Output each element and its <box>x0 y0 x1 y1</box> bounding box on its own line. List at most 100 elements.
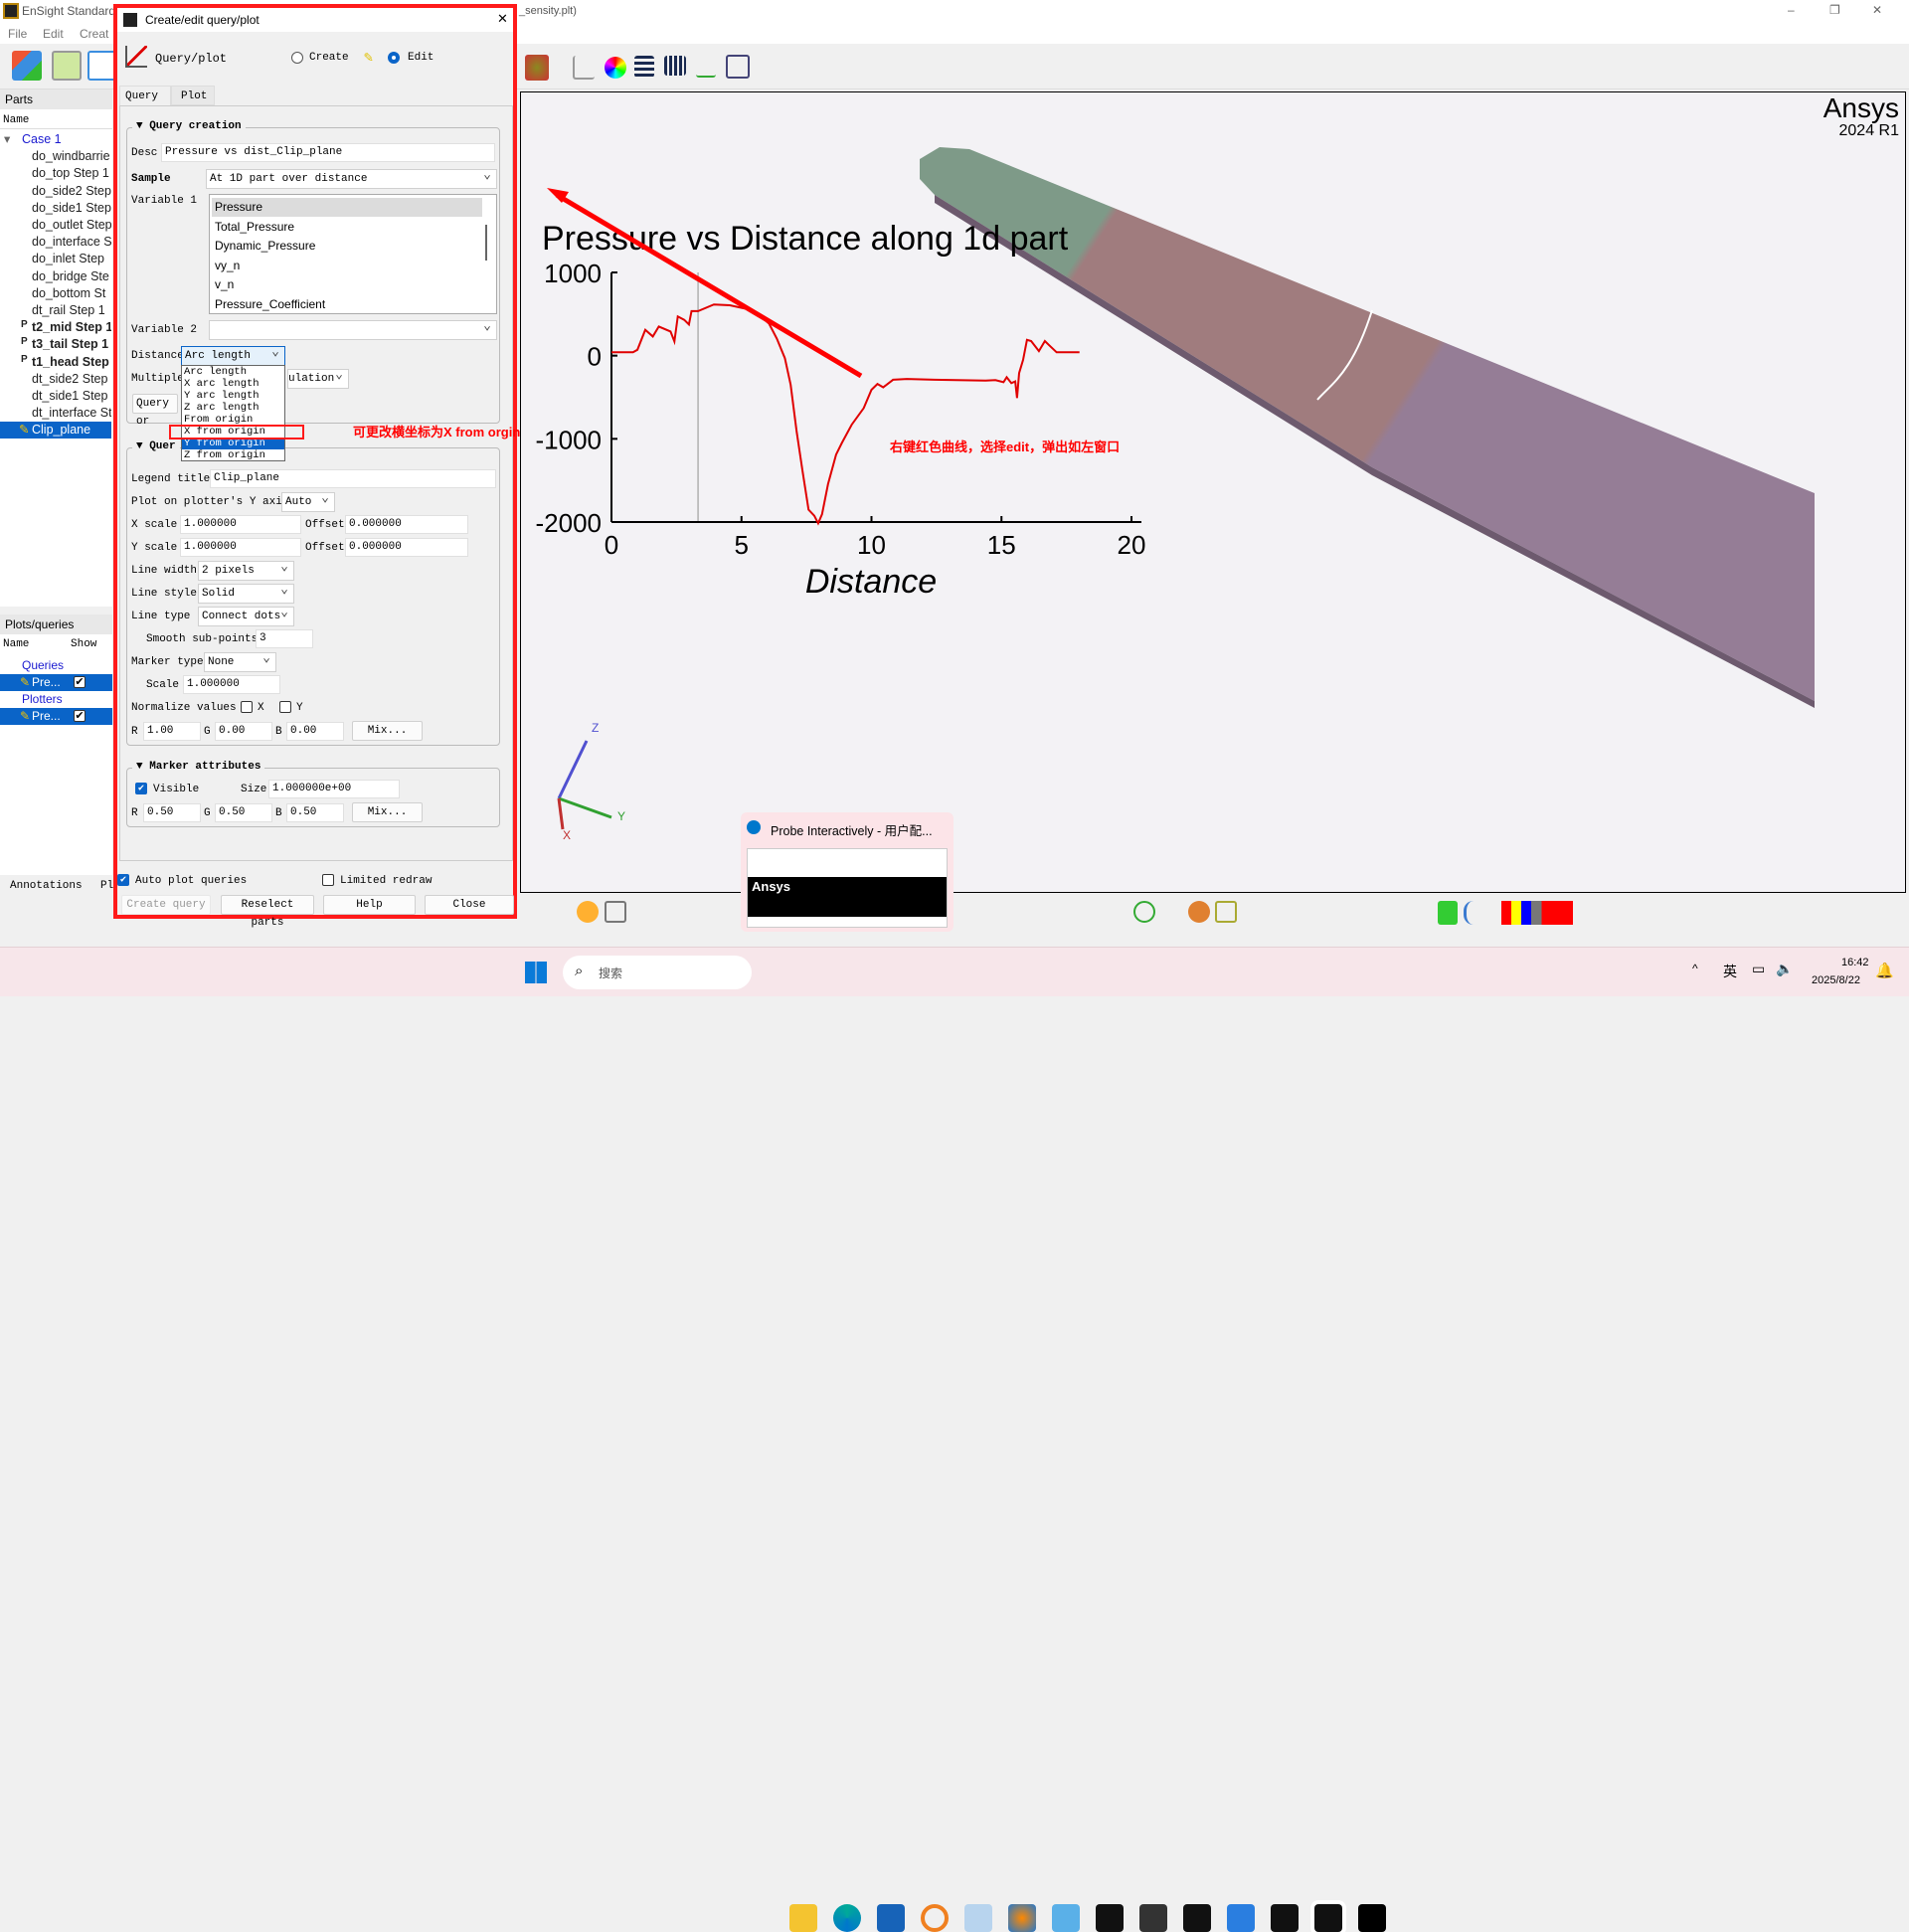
undo-icon[interactable] <box>1464 901 1483 925</box>
taskbar-thumbnail[interactable]: Probe Interactively - 用户配... Ansys <box>741 812 954 932</box>
legend-title-input[interactable]: Clip_plane <box>210 469 496 488</box>
ime-indicator[interactable]: 英 <box>1723 964 1737 979</box>
query-show-checkbox[interactable]: ✔ <box>74 676 86 688</box>
pst-icon[interactable] <box>1183 1904 1211 1932</box>
notepad-icon[interactable] <box>1052 1904 1080 1932</box>
close-window-button[interactable]: ✕ <box>1872 3 1883 17</box>
distance-select[interactable]: Arc length <box>181 346 285 366</box>
close-button[interactable]: Close <box>425 895 514 915</box>
line-chart-icon[interactable] <box>696 56 716 78</box>
marker-b-input[interactable]: 0.50 <box>286 803 344 822</box>
tree-plotters[interactable]: Plotters <box>22 692 63 706</box>
line-type-select[interactable]: Connect dots <box>198 607 294 626</box>
terminal-icon[interactable] <box>1139 1904 1167 1932</box>
tree-item[interactable]: dt_interface St <box>0 405 111 422</box>
search-box[interactable]: ⌕ 搜索 <box>563 956 752 989</box>
distance-option[interactable]: Y arc length <box>184 390 260 402</box>
limited-redraw-checkbox[interactable] <box>322 874 334 886</box>
expand-arrow-icon[interactable]: ▾ <box>4 132 11 146</box>
normalize-y-checkbox[interactable] <box>279 701 291 713</box>
col-name[interactable]: Name <box>3 638 30 650</box>
edge-icon[interactable] <box>833 1904 861 1932</box>
distance-option[interactable]: X from origin <box>184 426 265 438</box>
query-plot-icon[interactable] <box>87 51 117 81</box>
distance-option[interactable]: X arc length <box>184 378 260 390</box>
photos-icon[interactable] <box>1227 1904 1255 1932</box>
variable-option[interactable]: Dynamic_Pressure <box>215 239 316 253</box>
marker-mix-button[interactable]: Mix... <box>352 802 423 822</box>
variable-option[interactable]: Total_Pressure <box>215 219 295 234</box>
create-radio-label[interactable]: Create <box>309 52 349 64</box>
clock-time[interactable]: 16:42 <box>1841 957 1869 968</box>
box-icon[interactable] <box>605 901 626 923</box>
tab-query[interactable]: Query <box>119 86 171 105</box>
normalize-x-checkbox[interactable] <box>241 701 253 713</box>
query-attributes-header[interactable]: ▼ Quer <box>132 440 180 452</box>
r-input[interactable]: 1.00 <box>143 722 201 741</box>
tree-item[interactable]: do_interface S <box>0 234 111 251</box>
variable-option[interactable]: v_n <box>215 277 235 291</box>
line-width-select[interactable]: 2 pixels <box>198 561 294 581</box>
variable-option[interactable]: Pressure_Coefficient <box>215 296 326 311</box>
listbox-scrollbar[interactable] <box>485 225 487 261</box>
y-scale-input[interactable]: 1.000000 <box>180 538 301 557</box>
multiple-select[interactable]: ulation <box>287 369 349 389</box>
volume-icon[interactable]: 🔈 <box>1776 961 1794 976</box>
menu-create[interactable]: Creat <box>80 27 109 41</box>
annotation-icon[interactable] <box>726 55 750 79</box>
clock-date[interactable]: 2025/8/22 <box>1812 974 1860 986</box>
shading-icon[interactable] <box>577 901 599 923</box>
scale-input[interactable]: 1.000000 <box>183 675 280 694</box>
marker-type-select[interactable]: None <box>204 652 276 672</box>
tree-item[interactable]: dt_rail Step 1 <box>0 302 111 319</box>
tree-queries[interactable]: Queries <box>22 658 65 672</box>
marker-size-input[interactable]: 1.000000e+00 <box>268 780 400 798</box>
reselect-parts-button[interactable]: Reselect parts <box>221 895 314 929</box>
tree-item[interactable]: dt_side1 Step <box>0 388 111 405</box>
distance-option[interactable]: Arc length <box>184 366 248 378</box>
tree-item[interactable]: dt_side2 Step <box>0 371 111 388</box>
create-radio[interactable] <box>291 52 303 64</box>
x-offset-input[interactable]: 0.000000 <box>345 515 468 534</box>
tab-plots[interactable]: Pl <box>100 880 114 892</box>
variable-option[interactable]: vy_n <box>215 258 241 272</box>
help-button[interactable]: Help <box>323 895 416 915</box>
tool-rotate-icon[interactable] <box>525 55 549 81</box>
tree-item[interactable]: do_top Step 1 <box>0 165 111 182</box>
legend-icon[interactable] <box>634 56 654 78</box>
color-palette-icon[interactable] <box>605 57 626 79</box>
visible-checkbox[interactable]: ✔ <box>135 783 147 794</box>
marker-attributes-header[interactable]: ▼ Marker attributes <box>132 761 265 773</box>
plotter-item[interactable]: ✎ Pre... ✔ <box>0 708 112 725</box>
b-input[interactable]: 0.00 <box>286 722 344 741</box>
query-item[interactable]: ✎ Pre... ✔ <box>0 674 112 691</box>
distance-option[interactable]: Y from origin <box>182 438 284 449</box>
rotate-icon[interactable] <box>1215 901 1237 923</box>
distance-option[interactable]: Z from origin <box>184 449 265 461</box>
start-icon[interactable] <box>525 962 547 983</box>
viewer-icon[interactable] <box>1008 1904 1036 1932</box>
tree-item[interactable]: do_bridge Ste <box>0 268 111 285</box>
tab-plot[interactable]: Plot <box>171 86 215 105</box>
store-icon[interactable] <box>877 1904 905 1932</box>
zoom-icon[interactable] <box>1133 901 1155 923</box>
distance-option[interactable]: From origin <box>184 414 254 426</box>
translate-icon[interactable] <box>1188 901 1210 923</box>
col-show[interactable]: Show <box>71 638 97 650</box>
restore-button[interactable]: ❐ <box>1829 3 1840 17</box>
desc-input[interactable]: Pressure vs dist_Clip_plane <box>161 143 495 162</box>
calculator-icon[interactable] <box>52 51 82 81</box>
parts-col-name[interactable]: Name <box>0 111 112 129</box>
line-style-icon[interactable] <box>664 56 686 76</box>
tray-chevron-icon[interactable]: ^ <box>1692 962 1698 975</box>
cmd-icon[interactable] <box>1358 1904 1386 1932</box>
color-swatches[interactable] <box>1501 901 1573 925</box>
g-input[interactable]: 0.00 <box>215 722 272 741</box>
line-style-select[interactable]: Solid <box>198 584 294 604</box>
dialog-close-button[interactable]: ✕ <box>497 11 508 26</box>
tree-item[interactable]: do_side2 Step <box>0 183 111 200</box>
tree-item[interactable]: do_outlet Step <box>0 217 111 234</box>
query-over-button[interactable]: Query or <box>132 394 178 428</box>
tree-item[interactable]: do_inlet Step <box>0 251 111 267</box>
